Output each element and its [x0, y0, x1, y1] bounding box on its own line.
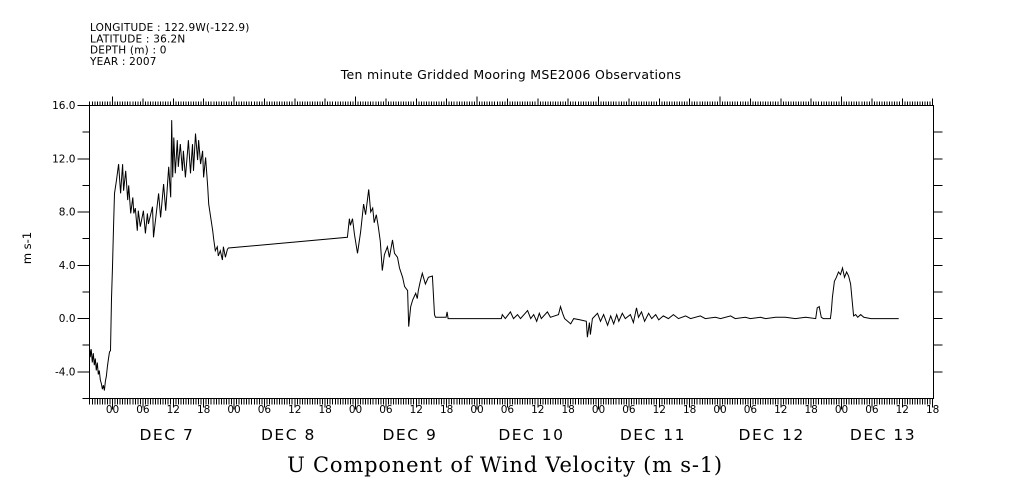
x-hour-label: 18 — [197, 404, 210, 416]
x-day-label: DEC 9 — [383, 426, 438, 444]
x-hour-label: 12 — [653, 404, 666, 416]
x-hour-label: 12 — [167, 404, 180, 416]
plot-area: 16.012.08.04.00.0-4.000 06 12 18 00 06 12 18 00 0… — [52, 96, 943, 444]
x-day-label: DEC 10 — [498, 426, 564, 444]
station-metadata-block: LONGITUDE : 122.9W(-122.9) LATITUDE : 36… — [89, 22, 250, 68]
x-hour-label: 12 — [896, 404, 909, 416]
wind-velocity-series-line — [89, 120, 899, 391]
y-tick-labels: 16.0 12.0 8.0 4.0 0.0 -4.0 — [52, 100, 75, 378]
x-hour-label: 12 — [288, 404, 301, 416]
x-hour-label: 00 — [835, 404, 848, 416]
x-hour-label: 12 — [531, 404, 544, 416]
x-day-label: DEC 7 — [140, 426, 195, 444]
x-hour-label: 00 — [349, 404, 362, 416]
y-tick-label: 12.0 — [52, 153, 75, 165]
y-axis-ticks — [77, 105, 943, 399]
x-hour-label: 00 — [592, 404, 605, 416]
x-hour-label: 06 — [622, 404, 636, 416]
x-hour-label: 06 — [136, 404, 150, 416]
x-day-label: DEC 13 — [850, 426, 916, 444]
x-hour-label: 00 — [470, 404, 483, 416]
x-axis-ticks — [89, 96, 934, 410]
x-hour-label: 06 — [865, 404, 879, 416]
y-tick-label: -4.0 — [55, 366, 76, 378]
x-hour-label: 12 — [410, 404, 423, 416]
x-hour-label: 18 — [561, 404, 574, 416]
x-hour-label: 00 — [106, 404, 119, 416]
x-day-label: DEC 12 — [739, 426, 805, 444]
x-hour-label: 18 — [440, 404, 453, 416]
x-axis-title: U Component of Wind Velocity (m s-1) — [287, 453, 723, 477]
y-tick-label: 4.0 — [59, 260, 76, 272]
longitude-label: LONGITUDE : 122.9W(-122.9) — [90, 22, 250, 34]
x-hour-label: 12 — [774, 404, 787, 416]
x-hour-label: 00 — [713, 404, 726, 416]
x-day-labels: DEC 7 DEC 8 DEC 9 DEC 10 DEC 11 DEC 12 DEC 13 — [140, 426, 916, 444]
x-hour-label: 18 — [683, 404, 696, 416]
year-label: YEAR : 2007 — [89, 56, 157, 68]
axes-frame — [89, 105, 934, 399]
y-tick-label: 8.0 — [59, 207, 76, 219]
x-hour-label: 06 — [258, 404, 272, 416]
x-hour-label: 18 — [926, 404, 939, 416]
depth-label: DEPTH (m) : 0 — [90, 45, 167, 57]
x-hour-label: 06 — [501, 404, 515, 416]
y-axis-title: m s-1 — [20, 232, 34, 264]
x-hour-labels: 00 06 12 18 00 06 12 18 00 06 12 18 00 06 12 18 00 06 12 18… — [106, 404, 940, 416]
x-hour-label: 18 — [804, 404, 817, 416]
x-hour-label: 06 — [744, 404, 758, 416]
x-hour-label: 18 — [318, 404, 331, 416]
x-day-label: DEC 11 — [620, 426, 686, 444]
x-day-label: DEC 8 — [261, 426, 316, 444]
x-hour-label: 00 — [227, 404, 240, 416]
y-tick-label: 16.0 — [52, 100, 75, 112]
latitude-label: LATITUDE : 36.2N — [90, 33, 185, 45]
y-tick-label: 0.0 — [59, 313, 76, 325]
x-hour-label: 06 — [379, 404, 393, 416]
plot-title: Ten minute Gridded Mooring MSE2006 Obser… — [340, 67, 682, 82]
